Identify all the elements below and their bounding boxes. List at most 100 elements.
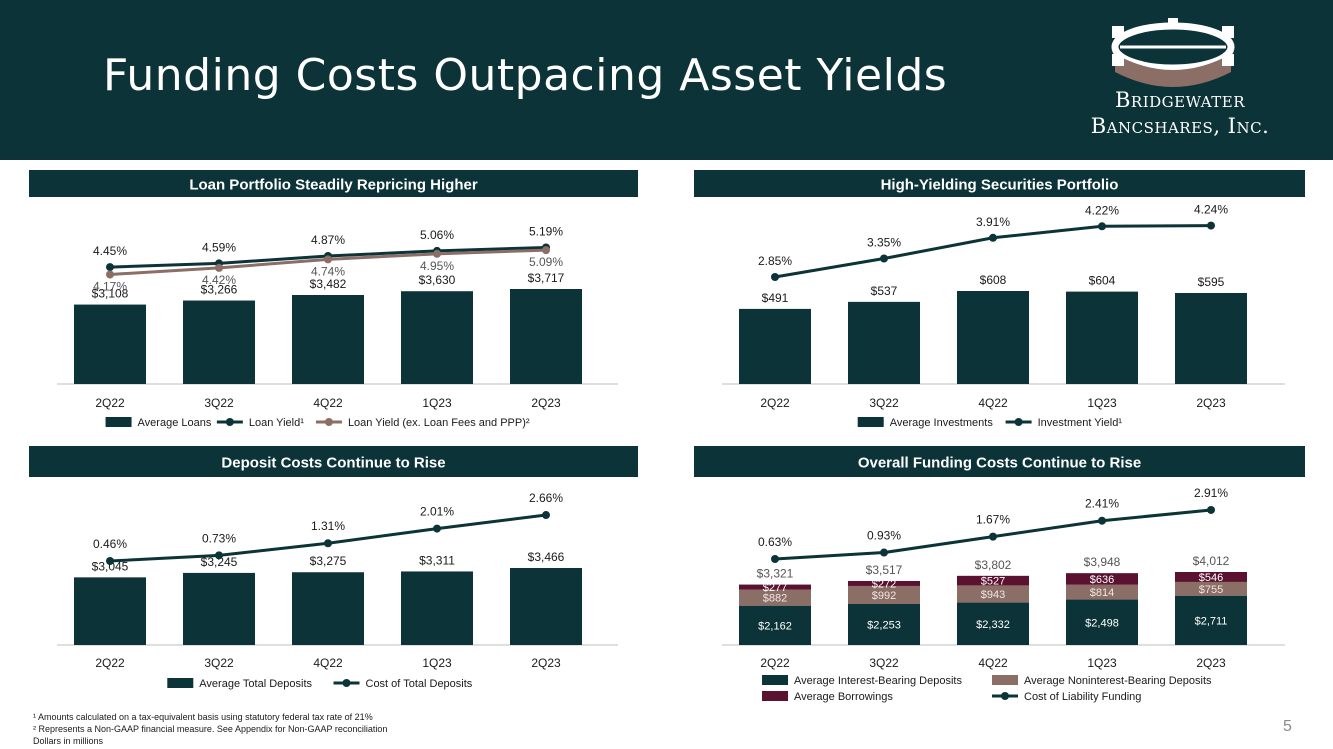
legend-label: Average Total Deposits xyxy=(199,678,312,690)
header-banner xyxy=(0,0,1333,160)
bar-value-label: $3,245 xyxy=(201,555,238,569)
legend-label: Loan Yield (ex. Loan Fees and PPP)² xyxy=(348,417,530,429)
bar xyxy=(292,295,364,384)
bar xyxy=(957,575,1029,586)
legend-label: Average Loans xyxy=(138,417,212,429)
bar-value-label: $3,266 xyxy=(201,283,238,297)
segment-label: $943 xyxy=(981,589,1005,601)
category-tick: 2Q23 xyxy=(1196,396,1226,410)
line-value-label: 5.09% xyxy=(529,255,563,269)
bar xyxy=(183,300,255,384)
footnote-1: ¹ Amounts calculated on a tax-equivalent… xyxy=(33,712,373,722)
segment-label: $546 xyxy=(1199,572,1223,584)
bar xyxy=(957,585,1029,603)
line-value-label: 4.59% xyxy=(202,240,236,254)
bar xyxy=(1175,292,1247,384)
bar-value-label: $604 xyxy=(1089,274,1116,288)
bar-value-label: $3,948 xyxy=(1084,555,1121,569)
bar-value-label: $491 xyxy=(762,291,789,305)
legend-label: Loan Yield¹ xyxy=(249,417,304,429)
chart-svg: High-Yielding Securities Portfolio $491 2Q… xyxy=(694,170,1305,429)
bar-value-label: $3,275 xyxy=(310,554,347,568)
legend-label: Average Borrowings xyxy=(794,691,893,703)
line-value-label: 4.45% xyxy=(93,244,127,258)
line-value-label: 2.41% xyxy=(1085,497,1119,511)
bar-value-label: $537 xyxy=(871,284,898,298)
legend-label: Average Interest-Bearing Deposits xyxy=(794,675,962,687)
line-point xyxy=(989,532,997,541)
bar xyxy=(739,589,811,606)
legend-swatch xyxy=(762,691,788,701)
bar xyxy=(183,572,255,645)
legend-swatch xyxy=(992,675,1018,685)
bar xyxy=(848,581,920,586)
segment-label: $277 xyxy=(763,582,787,594)
bar xyxy=(1175,572,1247,582)
line-value-label: 4.24% xyxy=(1194,203,1228,217)
legend-marker xyxy=(1001,692,1009,700)
line-point xyxy=(106,557,114,565)
segment-label: $814 xyxy=(1090,587,1114,599)
series-line xyxy=(774,224,1212,279)
line-value-label: 0.63% xyxy=(758,535,792,549)
bar xyxy=(739,605,811,645)
bar xyxy=(401,291,473,384)
bar xyxy=(1066,599,1138,645)
line-value-label: 4.22% xyxy=(1085,203,1119,217)
line-point xyxy=(771,273,779,281)
bar-value-label: $3,321 xyxy=(757,567,794,581)
bar-value-label: $595 xyxy=(1198,275,1225,289)
bar xyxy=(510,289,582,384)
logo-line-2: Bancshares, Inc. xyxy=(1090,114,1270,138)
line-value-label: 2.85% xyxy=(758,254,792,268)
category-tick: 4Q22 xyxy=(313,396,343,410)
bar xyxy=(510,568,582,645)
bar-value-label: $608 xyxy=(980,273,1007,287)
bar xyxy=(848,604,920,645)
bar-value-label: $3,482 xyxy=(310,277,347,291)
bar-value-label: $3,717 xyxy=(528,271,565,285)
segment-label: $2,498 xyxy=(1085,617,1119,629)
category-tick: 3Q22 xyxy=(869,656,899,670)
footnote-2: ² Represents a Non-GAAP financial measur… xyxy=(33,724,388,734)
legend-label: Investment Yield¹ xyxy=(1038,417,1123,429)
segment-label: $636 xyxy=(1090,574,1114,586)
category-tick: 1Q23 xyxy=(422,656,452,670)
line-point xyxy=(433,524,441,533)
bar-value-label: $3,802 xyxy=(975,558,1012,572)
chart-title: Overall Funding Costs Continue to Rise xyxy=(858,455,1141,472)
line-value-label: 0.73% xyxy=(202,531,236,545)
bar-value-label: $3,045 xyxy=(92,559,129,573)
line-point xyxy=(324,539,332,548)
line-value-label: 5.06% xyxy=(420,228,454,242)
footnote-3: Dollars in millions xyxy=(33,736,104,746)
bar xyxy=(1066,573,1138,585)
chart-svg: Loan Portfolio Steadily Repricing Higher… xyxy=(29,170,638,429)
chart-title-band xyxy=(694,446,1305,477)
bar-value-label: $3,466 xyxy=(528,550,565,564)
bar xyxy=(74,577,146,645)
segment-label: $2,162 xyxy=(758,620,792,632)
category-tick: 2Q23 xyxy=(1196,656,1226,670)
segment-label: $992 xyxy=(872,590,896,602)
category-tick: 3Q22 xyxy=(204,656,234,670)
category-tick: 2Q23 xyxy=(531,656,561,670)
legend-label: Average Noninterest-Bearing Deposits xyxy=(1024,675,1212,687)
line-value-label: 5.19% xyxy=(529,224,563,238)
line-value-label: 4.17% xyxy=(93,279,127,293)
line-value-label: 4.95% xyxy=(420,259,454,273)
page-number: 5 xyxy=(1283,718,1292,735)
bar xyxy=(957,602,1029,645)
footnotes: ¹ Amounts calculated on a tax-equivalent… xyxy=(33,711,387,747)
segment-label: $755 xyxy=(1199,584,1223,596)
legend-swatch xyxy=(762,675,788,685)
legend-marker xyxy=(342,679,351,687)
category-tick: 1Q23 xyxy=(1087,396,1117,410)
legend-swatch xyxy=(105,417,132,427)
legend-label: Cost of Liability Funding xyxy=(1024,691,1141,703)
legend-label: Cost of Total Deposits xyxy=(366,678,473,690)
chart-svg: Deposit Costs Continue to Rise $3,045 2Q22… xyxy=(29,446,638,690)
bar-value-label: $4,012 xyxy=(1193,554,1230,568)
segment-label: $2,253 xyxy=(867,620,901,632)
legend-marker xyxy=(1014,418,1023,426)
